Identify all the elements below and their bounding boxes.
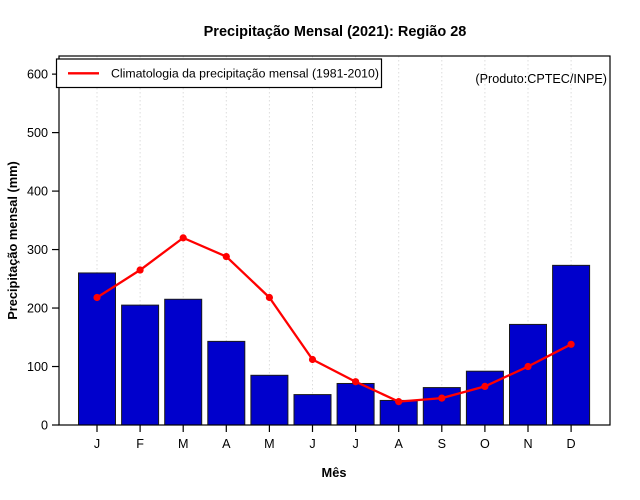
climatology-point-12 [567,340,575,348]
climatology-point-4 [222,252,230,261]
y-tick-label: 0 [41,419,48,433]
y-tick-label: 300 [27,243,48,257]
x-tick-label-1: J [94,437,100,451]
x-tick-label-12: D [567,437,576,451]
x-axis-title: Mês [322,465,347,480]
source-annotation: (Produto:CPTEC/INPE) [475,72,607,86]
climatology-point-1 [93,293,101,302]
climatology-point-11 [524,362,532,371]
axes-layer: 0 100 200 300 400 500 600 J F M A M J J A S O N D [27,68,576,451]
climatology-line [96,236,572,403]
chart-title: Precipitação Mensal (2021): Região 28 [204,24,467,40]
x-tick-label-9: S [438,437,446,451]
x-tick-label-3: M [178,437,189,451]
plot-border-box [58,55,611,426]
climatology-line-layer [93,234,575,406]
x-tick-label-8: A [394,437,403,451]
legend: Climatologia da precipitação mensal (198… [55,58,383,89]
climatology-point-6 [308,355,317,364]
x-tick-label-7: J [352,437,358,451]
plot-border [58,55,611,426]
legend-box [55,58,383,89]
bar-J-6 [293,394,332,426]
x-tick-label-10: O [480,437,490,451]
x-tick-label-4: A [222,437,231,451]
y-tick-label: 600 [27,68,48,82]
climatology-point-3 [179,234,187,242]
bars-layer [78,264,591,426]
climatology-point-2 [136,266,144,274]
climatology-point-5 [265,293,273,302]
x-tick-label-2: F [136,437,144,451]
bar-F-2 [121,304,160,426]
x-tick-label-11: N [523,437,532,451]
legend-label: Climatologia da precipitação mensal (198… [111,67,379,81]
gridlines-layer [96,56,572,425]
bar-N-11 [509,323,547,426]
bar-J-7 [336,382,375,426]
x-tick-label-6: J [309,437,315,451]
y-tick-label: 100 [27,360,48,374]
bar-A-4 [207,340,246,426]
climatology-point-8 [395,398,403,406]
y-tick-label: 200 [27,302,48,316]
climatology-point-9 [438,394,446,402]
x-tick-label-5: M [264,437,275,451]
bar-M-3 [164,298,203,426]
bar-M-5 [250,374,289,426]
climatology-point-10 [481,382,489,391]
y-tick-label: 400 [27,185,48,199]
y-axis-title: Precipitação mensal (mm) [5,161,20,320]
bar-S-9 [422,387,461,426]
y-tick-label: 500 [27,126,48,140]
climatology-point-7 [352,378,360,386]
